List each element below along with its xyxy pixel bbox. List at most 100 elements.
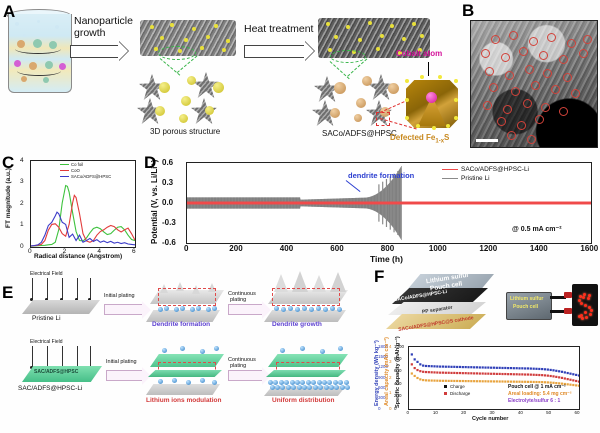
zoom-marker-green-2 — [330, 50, 366, 63]
point-2-16 — [456, 371, 459, 375]
e-row1-field-label: Electrical Field — [30, 271, 63, 277]
chart-d-ylabel: Potential (V, vs. Li/Li⁺) — [150, 159, 159, 244]
point-1-8 — [433, 365, 436, 368]
tick-label: 1000 — [428, 244, 447, 253]
led-dot — [580, 314, 583, 317]
led-dot — [584, 304, 587, 307]
tick-label: 6 — [132, 248, 136, 255]
point-2-13 — [447, 371, 450, 374]
e-row1-stage1-label: Dendrite formation — [152, 321, 211, 328]
point-2-55 — [566, 378, 569, 381]
point-1-52 — [558, 370, 561, 373]
li-ion — [275, 384, 280, 390]
point-0-20 — [467, 380, 470, 383]
e-uniform-ion-layer — [264, 380, 351, 390]
point-0-55 — [566, 383, 569, 386]
point-0-21 — [470, 380, 473, 383]
e-row1-arrow2 — [228, 300, 271, 319]
point-1-59 — [577, 374, 579, 377]
point-2-56 — [569, 378, 572, 381]
cobalt-pointer-line — [428, 62, 430, 76]
point-0-26 — [484, 380, 487, 383]
tick-label: 0.3 — [162, 178, 174, 187]
e-row1-field-lines — [30, 278, 92, 301]
legend-swatch — [60, 169, 69, 172]
li-ion — [316, 380, 322, 385]
point-1-50 — [552, 369, 555, 372]
point-2-44 — [535, 373, 538, 376]
e-row2-arrow2-line1: Continuous — [228, 357, 256, 363]
point-1-11 — [441, 365, 445, 368]
point-2-26 — [484, 372, 487, 375]
chart-d-legend: SACo/ADFS@HPSC-Li Pristine Li — [442, 166, 529, 184]
series-saco-li — [187, 201, 591, 205]
e-row1-stage1-surface — [150, 290, 224, 304]
point-1-3 — [419, 363, 422, 366]
led-letter-value: S — [580, 270, 581, 271]
point-0-29 — [492, 380, 496, 383]
tick-label: 3 — [389, 359, 392, 364]
point-2-8 — [433, 371, 436, 374]
point-1-31 — [498, 366, 501, 369]
point-1-47 — [543, 368, 547, 371]
pouch-cell-device: Lithium sulfur Pouch cell — [506, 292, 552, 320]
e-row1-arrow1 — [104, 300, 151, 319]
point-2-43 — [532, 373, 535, 376]
legend-swatch — [442, 168, 458, 171]
legend-item: Charge — [444, 384, 470, 389]
point-1-32 — [501, 366, 504, 370]
tick-label: 0 — [378, 405, 381, 411]
chart-d-xlabel: Time (h) — [370, 254, 403, 264]
e-hpsc-slab — [22, 366, 102, 382]
panel-b-letter: B — [462, 1, 475, 20]
point-0-40 — [524, 380, 527, 383]
e-row1-stage1-inset — [146, 310, 220, 322]
e-row1-arrow2-line2: plating — [230, 297, 247, 303]
point-2-9 — [436, 371, 439, 374]
li-ion — [329, 384, 334, 390]
tick-label: 3 — [20, 178, 24, 185]
e-row2-arrow1-label: Initial plating — [106, 359, 137, 365]
step2-label: Heat treatment — [244, 23, 314, 35]
series-2 — [31, 211, 135, 247]
li-ion — [295, 380, 300, 385]
point-2-34 — [507, 373, 510, 376]
e-pristine-li-slab — [22, 300, 100, 314]
point-0-43 — [532, 380, 535, 384]
li-ion — [305, 380, 311, 385]
point-2-39 — [521, 373, 524, 376]
e-row2-arrow2-line2: plating — [230, 363, 247, 369]
legend-item: SACo/ADFS@HPSC — [60, 174, 111, 179]
chart-f-annot-1: Areal loading: 5.4 mg cm⁻² — [508, 391, 572, 397]
chart-f-plot-area — [408, 346, 580, 410]
step1-label-line2: growth — [74, 27, 106, 39]
point-1-28 — [490, 366, 493, 369]
chart-c-svg — [31, 184, 135, 247]
tick-label: 50 — [546, 410, 552, 415]
tick-label: 2 — [62, 248, 67, 255]
tick-label: 1200 — [479, 244, 498, 253]
point-1-24 — [478, 366, 481, 369]
point-2-6 — [427, 371, 430, 374]
point-0-39 — [521, 380, 524, 383]
tick-label: 4 — [97, 248, 101, 255]
series-0 — [31, 184, 135, 247]
porous-structure-2 — [312, 74, 422, 126]
point-0-48 — [546, 381, 549, 384]
panel-e-letter: E — [2, 283, 14, 302]
point-0-22 — [473, 380, 476, 383]
point-1-42 — [529, 367, 532, 370]
legend-item: SACo/ADFS@HPSC-Li — [442, 166, 529, 173]
e-row1-arrow2-line1: Continuous — [228, 291, 256, 297]
point-2-48 — [546, 374, 549, 377]
point-0-47 — [543, 381, 547, 384]
chart-d-svg — [187, 165, 591, 241]
legend-swatch — [444, 392, 447, 395]
tick-label: 800 — [380, 244, 395, 253]
point-2-22 — [473, 372, 476, 375]
point-1-51 — [555, 369, 558, 372]
e-row1-stage2-inset — [264, 310, 346, 322]
point-2-10 — [439, 371, 442, 374]
point-2-21 — [470, 372, 473, 375]
legend-swatch — [442, 177, 458, 180]
